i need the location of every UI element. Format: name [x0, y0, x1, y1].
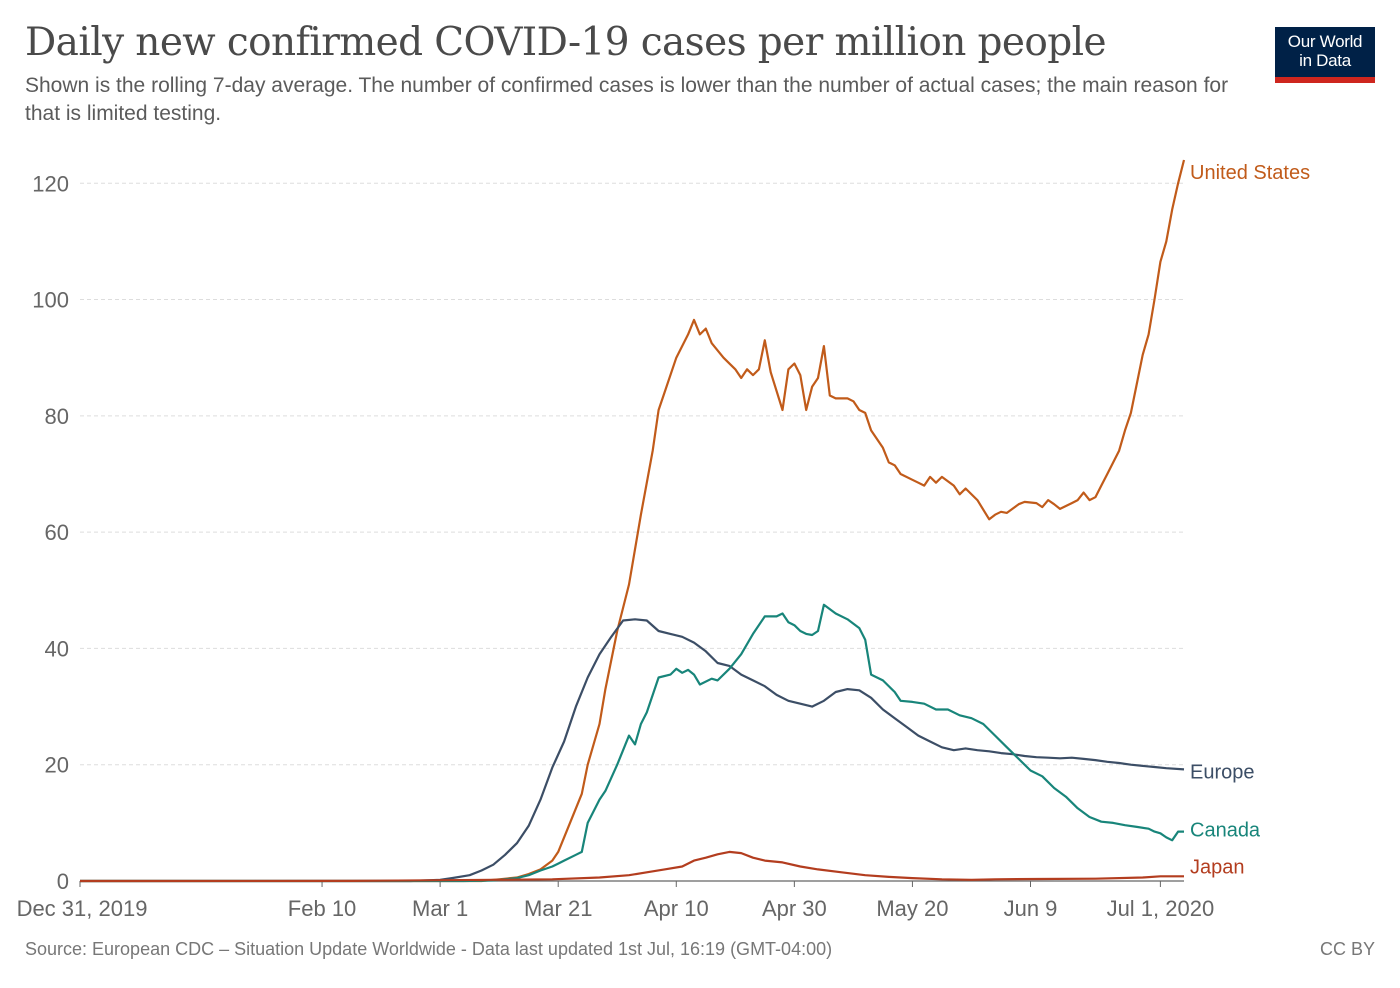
series-line-japan	[79, 850, 1184, 883]
series-line-united-states	[80, 159, 1186, 883]
grid-layer	[80, 182, 1184, 766]
x-tick-label-2: Mar 1	[412, 896, 468, 921]
series-label-united-states: United States	[1190, 162, 1310, 184]
series-label-layer: United States Europe Canada Japan	[1190, 162, 1310, 878]
x-tick-label-0: Dec 31, 2019	[17, 896, 148, 921]
license-link[interactable]: CC BY	[1319, 939, 1375, 959]
x-tick-label-3: Mar 21	[524, 896, 592, 921]
x-tick-label-5: Apr 30	[762, 896, 827, 921]
y-tick-label-80: 80	[45, 404, 69, 429]
axis-layer: 0 20 40 60 80 100 120 Dec 31, 2019 Feb 10 Mar 1 Ma…	[17, 171, 1215, 921]
y-tick-label-20: 20	[45, 753, 69, 778]
series-line-europe	[80, 618, 1185, 883]
x-tick-label-8: Jul 1, 2020	[1107, 896, 1215, 921]
x-tick-label-7: Jun 9	[1004, 896, 1058, 921]
x-tick-label-4: Apr 10	[644, 896, 709, 921]
series-label-canada: Canada	[1190, 820, 1261, 842]
source-note: Source: European CDC – Situation Update …	[25, 939, 833, 959]
y-tick-label-100: 100	[32, 288, 69, 313]
series-layer	[79, 159, 1186, 883]
logo-line-1: Our World	[1287, 32, 1363, 51]
y-tick-label-120: 120	[32, 171, 69, 196]
logo-line-2: in Data	[1299, 51, 1351, 70]
series-label-europe: Europe	[1190, 761, 1255, 783]
chart-subtitle: Shown is the rolling 7-day average. The …	[25, 74, 1229, 125]
y-tick-label-0: 0	[57, 869, 69, 894]
y-tick-label-40: 40	[45, 636, 69, 661]
x-tick-label-6: May 20	[876, 896, 948, 921]
x-tick-label-1: Feb 10	[288, 896, 357, 921]
owid-logo[interactable]: Our World in Data	[1275, 27, 1375, 83]
series-line-canada	[80, 603, 1184, 883]
y-tick-label-60: 60	[45, 520, 69, 545]
chart-title: Daily new confirmed COVID-19 cases per m…	[25, 20, 1107, 65]
series-label-japan: Japan	[1190, 856, 1245, 878]
